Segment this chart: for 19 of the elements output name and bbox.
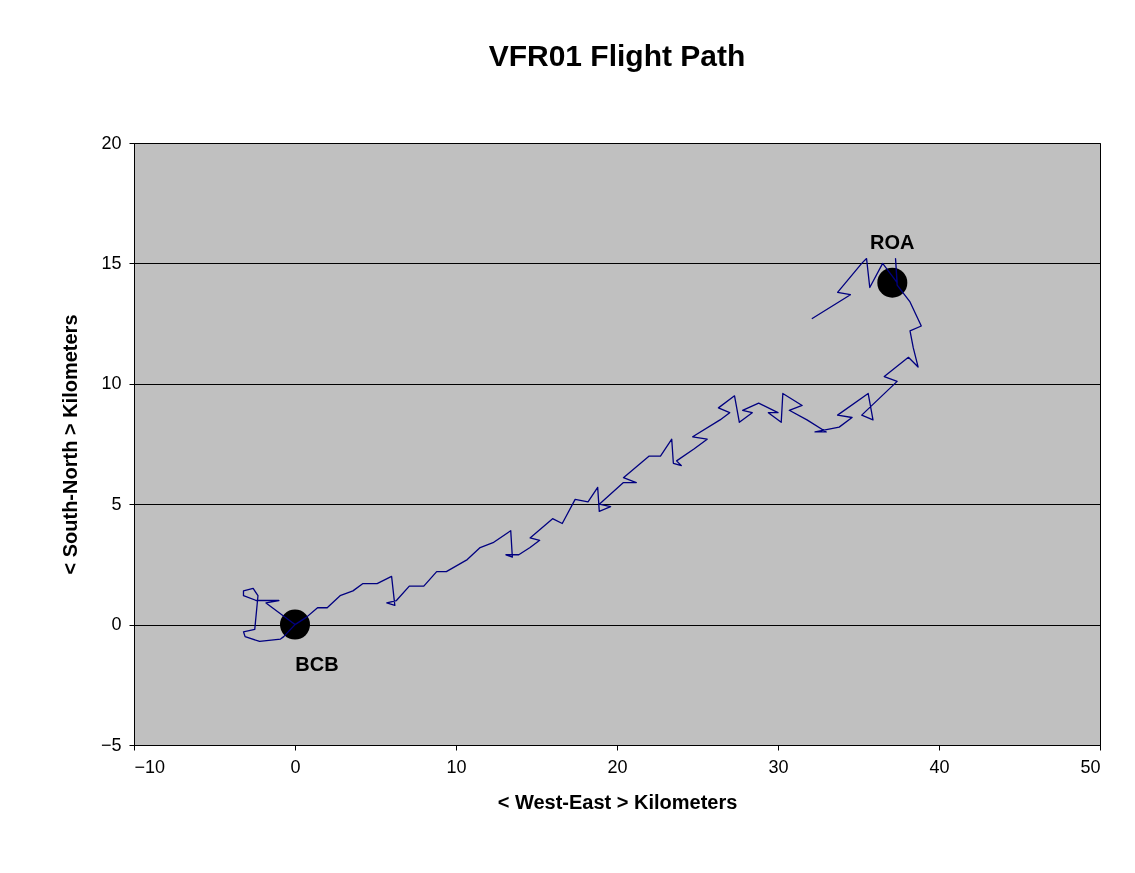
y-axis-title: < South-North > Kilometers [58,314,81,575]
y-tick-label: 0 [111,614,122,635]
annotation: BCB [295,652,339,675]
y-tick-label: 15 [101,252,122,273]
x-tick-label: 50 [1080,756,1101,777]
x-tick-label: −10 [134,756,166,777]
y-tick-label: 20 [101,132,122,153]
x-tick-label: 40 [929,756,950,777]
line-series [242,257,922,643]
x-tick-label: 0 [290,756,301,777]
x-tick-label: 30 [768,756,789,777]
y-tick-label: 5 [111,493,122,514]
x-axis-title: < West-East > Kilometers [497,790,738,813]
y-tick-label: −5 [100,734,122,755]
x-tick-label: 20 [607,756,628,777]
annotation: ROA [870,230,915,253]
x-tick-label: 10 [446,756,467,777]
chart-title: VFR01 Flight Path [488,39,746,72]
y-tick-label: 10 [101,373,122,394]
